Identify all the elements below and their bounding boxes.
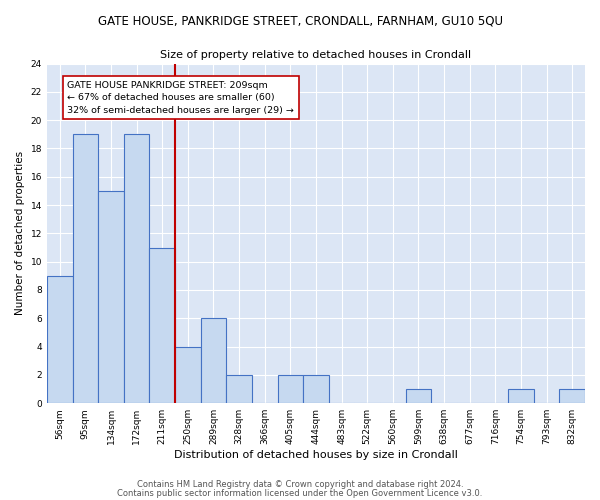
Bar xyxy=(559,389,585,403)
Bar xyxy=(175,346,200,403)
X-axis label: Distribution of detached houses by size in Crondall: Distribution of detached houses by size … xyxy=(174,450,458,460)
Y-axis label: Number of detached properties: Number of detached properties xyxy=(15,152,25,316)
Bar xyxy=(508,389,534,403)
Bar xyxy=(98,191,124,403)
Text: Contains public sector information licensed under the Open Government Licence v3: Contains public sector information licen… xyxy=(118,488,482,498)
Bar xyxy=(200,318,226,403)
Bar xyxy=(303,375,329,403)
Text: GATE HOUSE PANKRIDGE STREET: 209sqm
← 67% of detached houses are smaller (60)
32: GATE HOUSE PANKRIDGE STREET: 209sqm ← 67… xyxy=(67,80,294,114)
Bar xyxy=(47,276,73,403)
Text: Contains HM Land Registry data © Crown copyright and database right 2024.: Contains HM Land Registry data © Crown c… xyxy=(137,480,463,489)
Bar xyxy=(406,389,431,403)
Bar xyxy=(226,375,252,403)
Bar xyxy=(124,134,149,403)
Title: Size of property relative to detached houses in Crondall: Size of property relative to detached ho… xyxy=(160,50,472,60)
Text: GATE HOUSE, PANKRIDGE STREET, CRONDALL, FARNHAM, GU10 5QU: GATE HOUSE, PANKRIDGE STREET, CRONDALL, … xyxy=(97,15,503,28)
Bar xyxy=(73,134,98,403)
Bar xyxy=(149,248,175,403)
Bar xyxy=(278,375,303,403)
